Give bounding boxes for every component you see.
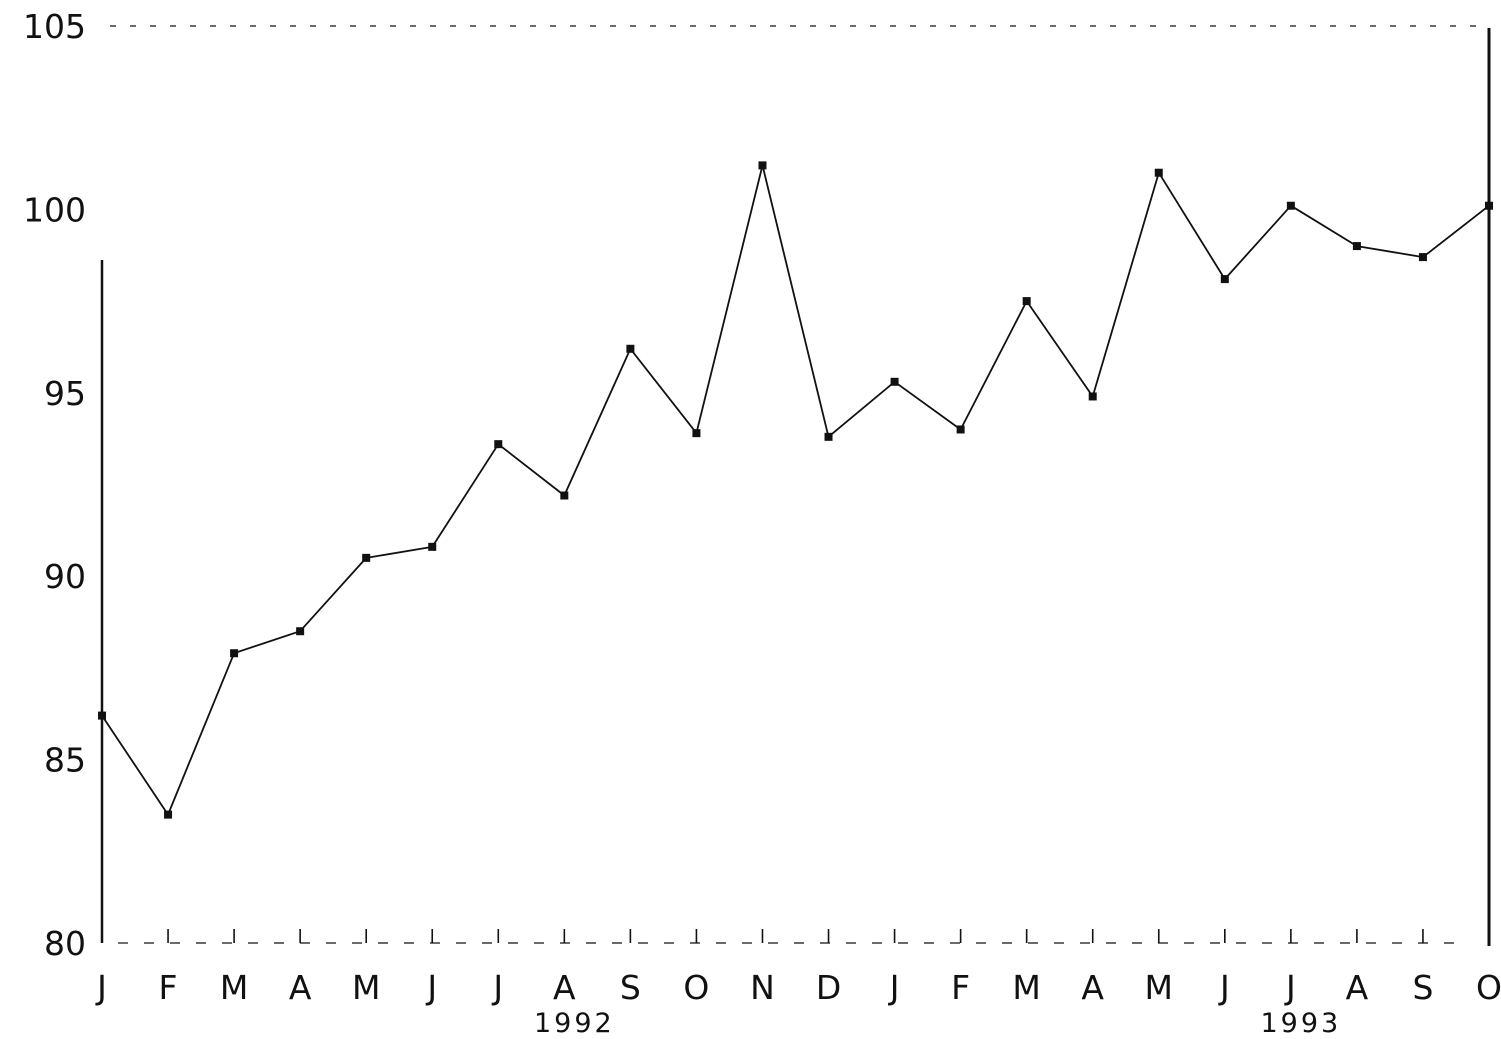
- x-tick-label: D: [816, 968, 841, 1007]
- data-point: [956, 425, 965, 434]
- x-tick-label: A: [289, 968, 312, 1007]
- year-label: 1992: [534, 1008, 615, 1039]
- x-tick-label: A: [1346, 968, 1369, 1007]
- x-tick-label: S: [1412, 968, 1433, 1007]
- data-point: [1022, 297, 1031, 306]
- x-tick-label: F: [159, 968, 178, 1007]
- x-tick-label: F: [951, 968, 970, 1007]
- data-point: [1352, 242, 1361, 251]
- y-tick-label-100: 100: [23, 190, 86, 229]
- y-axis-ticks: 80 85 90 95 100 105: [23, 7, 86, 963]
- x-tick-label: A: [553, 968, 576, 1007]
- data-point: [494, 440, 503, 449]
- data-point: [1286, 201, 1295, 210]
- y-tick-label-85: 85: [44, 741, 86, 780]
- data-point: [692, 429, 701, 438]
- data-point: [296, 627, 305, 636]
- data-point: [1088, 392, 1097, 401]
- x-tick-label: J: [1284, 968, 1296, 1007]
- x-tick-label: O: [683, 968, 709, 1007]
- series-layer: [98, 161, 1493, 819]
- data-point: [560, 491, 569, 500]
- data-point: [1418, 253, 1427, 262]
- data-point: [824, 432, 833, 441]
- data-point: [626, 344, 635, 353]
- data-point: [1220, 275, 1229, 284]
- x-tick-label: J: [95, 968, 107, 1007]
- year-label: 1993: [1260, 1008, 1341, 1039]
- x-tick-label: J: [888, 968, 900, 1007]
- x-tick-label: M: [352, 968, 380, 1007]
- x-tick-label: J: [491, 968, 503, 1007]
- x-tick-label: M: [1145, 968, 1173, 1007]
- series-line: [101, 164, 1490, 816]
- data-point: [428, 542, 437, 551]
- x-tick-label: J: [425, 968, 437, 1007]
- y-tick-label-80: 80: [44, 924, 86, 963]
- y-tick-label-105: 105: [23, 7, 86, 46]
- y-tick-label-90: 90: [44, 557, 86, 596]
- x-tick-label: S: [620, 968, 641, 1007]
- data-point: [98, 711, 106, 720]
- y-tick-label-95: 95: [44, 374, 86, 413]
- x-tick-label: J: [1218, 968, 1230, 1007]
- data-point: [164, 810, 173, 819]
- data-point: [362, 553, 371, 562]
- data-point: [758, 161, 767, 170]
- x-tick-label: A: [1081, 968, 1104, 1007]
- x-tick-label: N: [750, 968, 775, 1007]
- data-point: [230, 649, 239, 658]
- chart-axes: [100, 25, 1491, 946]
- x-tick-label: M: [220, 968, 248, 1007]
- x-tick-label: O: [1476, 968, 1501, 1007]
- data-point: [1485, 201, 1493, 210]
- year-labels: 1992 1993: [534, 1008, 1341, 1039]
- data-point: [1154, 168, 1163, 177]
- x-tick-label: M: [1012, 968, 1040, 1007]
- data-point: [890, 377, 899, 386]
